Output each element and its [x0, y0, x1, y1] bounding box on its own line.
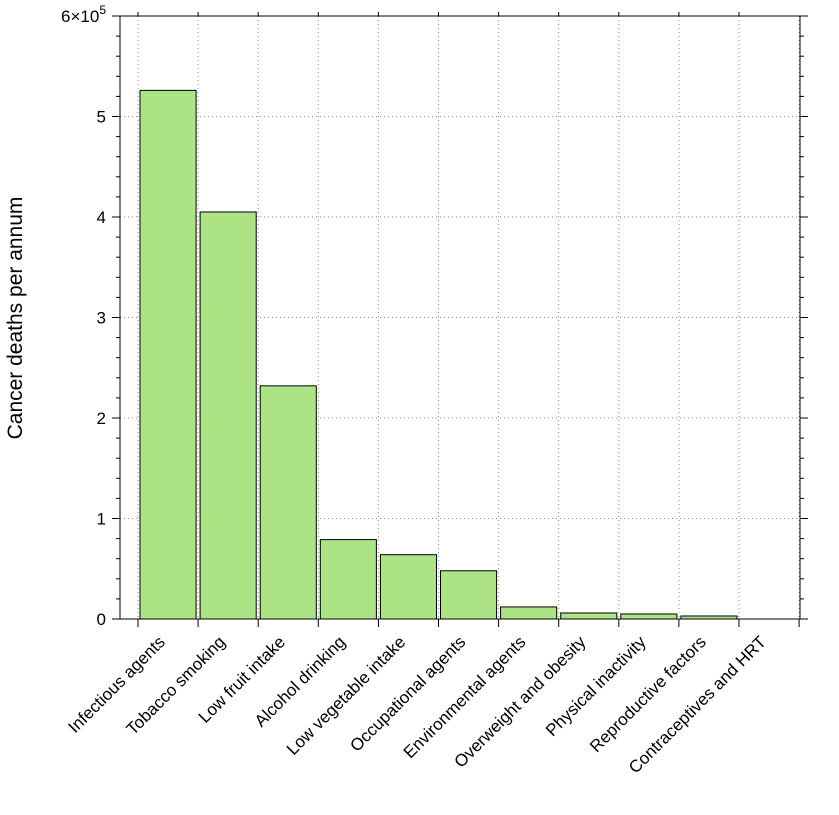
bar — [139, 89, 197, 620]
bar — [500, 606, 558, 620]
y-tick-label: 4 — [97, 208, 106, 227]
grid — [120, 15, 800, 619]
y-tick-label: 1 — [97, 510, 106, 529]
bar — [319, 539, 377, 620]
x-tick-label: Low vegetable intake — [283, 632, 409, 758]
bar — [620, 613, 678, 620]
x-tick-label: Occupational agents — [346, 632, 469, 755]
y-tick-label: 0 — [97, 610, 106, 629]
bar — [560, 612, 618, 620]
axes — [112, 12, 808, 627]
bar — [440, 570, 498, 620]
y-axis-title: Cancer deaths per annum — [4, 197, 27, 440]
y-tick-label: 3 — [97, 309, 106, 328]
y-tick-label: 6×105 — [61, 3, 106, 26]
bar — [259, 385, 317, 620]
bar — [379, 554, 437, 620]
y-tick-label: 5 — [97, 108, 106, 127]
bars — [139, 89, 738, 620]
y-scale-exponent: 5 — [99, 3, 106, 17]
x-tick-label: Physical inactivity — [542, 632, 650, 740]
y-tick-label: 2 — [97, 409, 106, 428]
bar — [199, 211, 257, 620]
x-tick-label: Reproductive factors — [586, 632, 710, 756]
